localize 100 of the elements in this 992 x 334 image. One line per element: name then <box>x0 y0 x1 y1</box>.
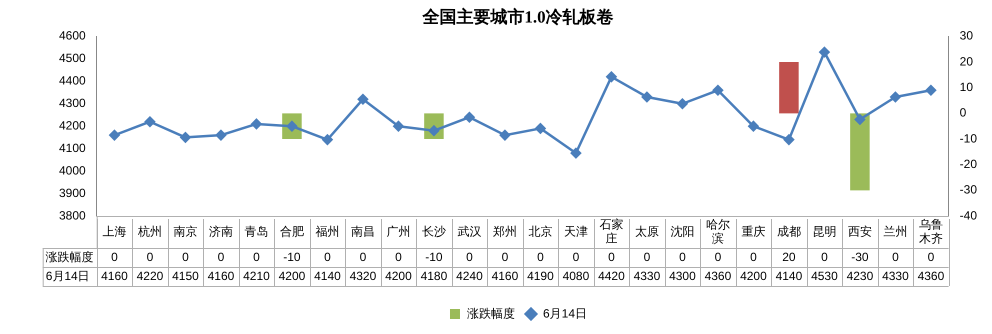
point <box>180 132 191 143</box>
data-label: -30 <box>851 250 869 264</box>
data-label: 4190 <box>527 268 554 283</box>
data-label: 4200 <box>740 268 768 283</box>
data-label: 0 <box>714 250 722 264</box>
x-tick-label: 昆明 <box>812 224 836 238</box>
data-label: 4200 <box>278 268 306 283</box>
point <box>358 94 368 105</box>
data-label: -10 <box>425 250 443 264</box>
text: 6月14日 <box>46 268 90 283</box>
y-tick-label: 4400 <box>58 74 86 88</box>
legend-label: 涨跌幅度 <box>466 306 515 320</box>
y2-tick-label: 0 <box>960 106 967 120</box>
x-tick-label: 杭州 <box>136 224 162 238</box>
data-label: 4230 <box>846 268 874 283</box>
x-tick-label: 合肥 <box>280 224 304 238</box>
point <box>464 112 475 122</box>
data-label: 4330 <box>634 268 661 283</box>
x-tick-label: 哈尔滨 <box>706 217 730 246</box>
x-tick-label: 太原 <box>634 224 659 238</box>
y2-tick-label: 10 <box>960 80 974 94</box>
point <box>819 46 830 58</box>
data-label: 0 <box>537 250 544 264</box>
y-tick-label: 4600 <box>58 28 86 43</box>
data-label: 0 <box>821 250 828 264</box>
data-label: 0 <box>466 250 474 264</box>
data-label: 4160 <box>208 268 235 283</box>
x-tick-label: 上海 <box>102 224 126 238</box>
data-label: 4240 <box>456 268 484 283</box>
point <box>854 114 866 125</box>
x-tick-label: 兰州 <box>883 224 908 238</box>
data-label: 0 <box>928 250 935 264</box>
data-label: 4300 <box>669 268 696 283</box>
y-tick-label: 4200 <box>58 118 86 133</box>
y-tick-label: 4500 <box>58 51 86 66</box>
text: 涨跌幅度 <box>46 250 94 264</box>
data-label: 4360 <box>918 268 945 283</box>
x-tick-label: 乌鲁木齐 <box>918 217 943 246</box>
chart-title: 全国主要城市1.0冷轧板卷 <box>421 8 614 27</box>
point <box>535 123 546 134</box>
data-label: 0 <box>608 250 616 264</box>
data-label: 0 <box>750 250 758 264</box>
data-label: 0 <box>395 250 402 264</box>
x-tick-label: 广州 <box>386 224 410 238</box>
point <box>642 92 652 102</box>
y-tick-label: 3900 <box>58 186 86 200</box>
point <box>570 148 582 158</box>
data-label: 0 <box>111 250 118 264</box>
data-label: 4080 <box>562 268 590 283</box>
point <box>784 134 794 145</box>
data-label: 4420 <box>598 268 626 283</box>
point <box>748 120 759 132</box>
data-label: 0 <box>892 250 900 264</box>
x-tick-label: 福州 <box>315 224 340 238</box>
x-tick-label: 沈阳 <box>670 224 694 238</box>
point <box>144 116 156 127</box>
y-tick-label: 4100 <box>58 140 86 155</box>
x-tick-label: 石家庄 <box>599 217 624 246</box>
data-label: 0 <box>360 250 367 264</box>
point <box>677 98 688 109</box>
point <box>216 130 226 140</box>
data-label: 0 <box>146 250 154 264</box>
x-tick-label: 天津 <box>564 224 588 238</box>
y-tick-label: 3800 <box>58 208 86 222</box>
y-tick-label: 4000 <box>58 163 86 178</box>
y2-tick-label: -20 <box>960 157 978 171</box>
x-tick-label: 武汉 <box>457 224 482 238</box>
data-label: -10 <box>283 250 301 264</box>
point <box>322 134 333 145</box>
y-tick-label: 4300 <box>58 96 86 110</box>
point <box>926 85 936 96</box>
x-tick-label: 重庆 <box>741 224 766 238</box>
y2-tick-label: 20 <box>960 54 974 68</box>
point <box>890 92 901 102</box>
data-label: 0 <box>324 250 332 264</box>
x-tick-label: 青岛 <box>244 224 268 238</box>
data-label: 4140 <box>314 268 342 283</box>
legend-label: 6月14日 <box>542 306 588 320</box>
data-label: 4360 <box>704 268 732 283</box>
point <box>712 85 724 96</box>
y2-tick-label: -10 <box>960 131 978 146</box>
y2-tick-label: 30 <box>960 28 974 43</box>
data-label: 0 <box>679 250 686 264</box>
data-label: 0 <box>572 250 580 264</box>
data-label: 4180 <box>420 268 448 283</box>
point <box>500 130 510 140</box>
data-label: 20 <box>782 250 796 264</box>
data-label: 4220 <box>136 268 164 283</box>
data-label: 4530 <box>811 268 838 283</box>
data-label: 4150 <box>172 268 200 283</box>
data-label: 0 <box>182 250 190 264</box>
data-label: 0 <box>644 250 651 264</box>
x-tick-label: 南昌 <box>350 224 375 238</box>
x-tick-label: 北京 <box>528 224 552 238</box>
x-tick-label: 成都 <box>776 224 801 238</box>
data-label: 0 <box>253 250 260 264</box>
y2-tick-label: -40 <box>960 208 978 222</box>
data-label: 4330 <box>882 268 910 283</box>
data-label: 4320 <box>350 268 377 283</box>
y2-tick-label: -30 <box>960 182 978 197</box>
